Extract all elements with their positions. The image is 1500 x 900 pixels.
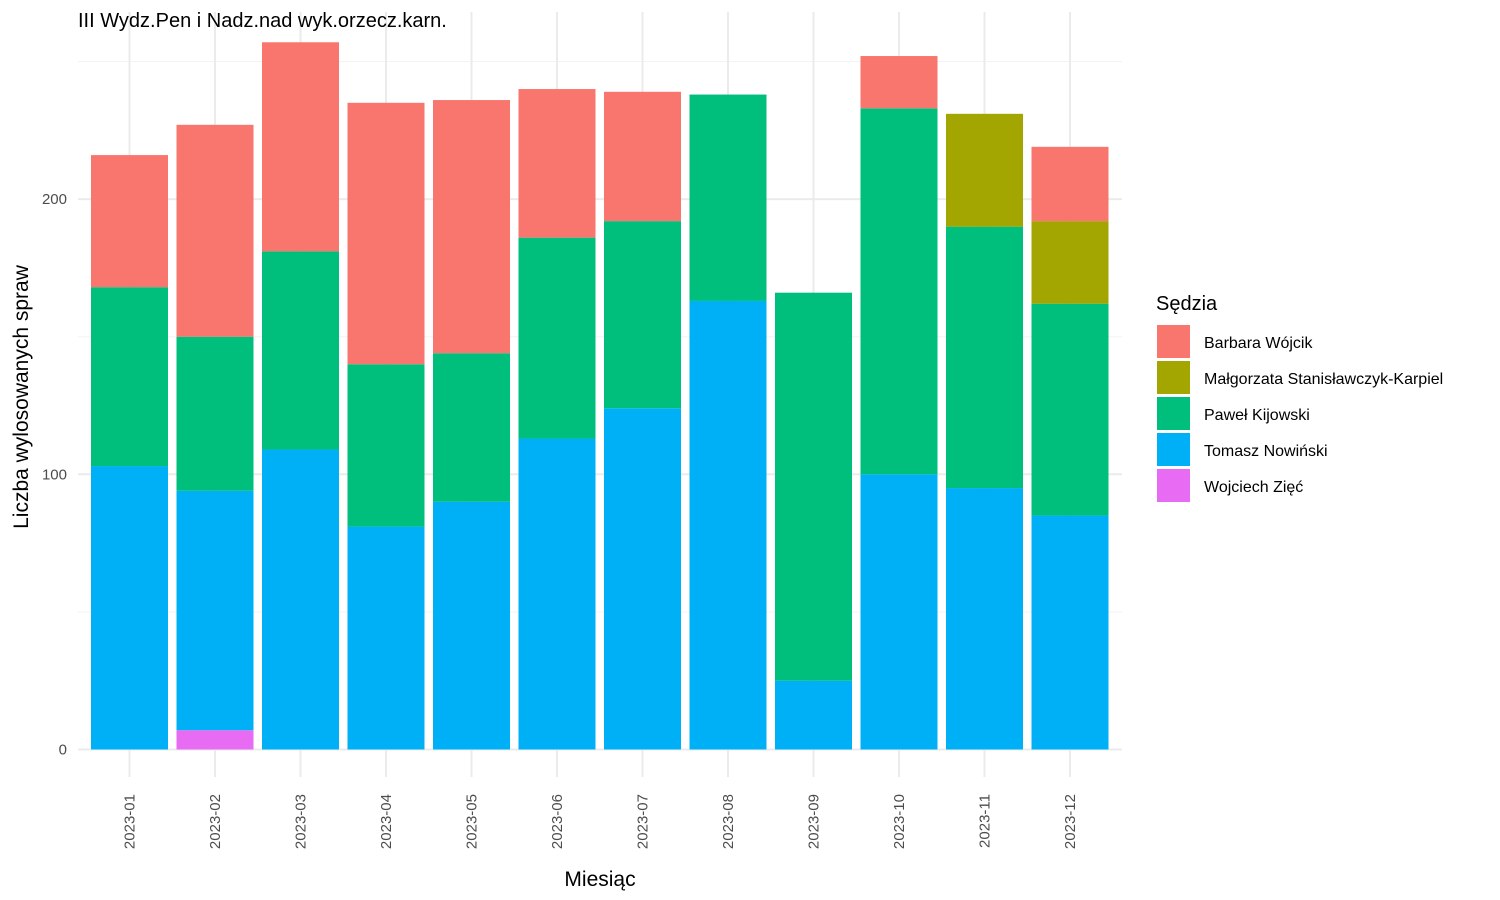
chart-title: III Wydz.Pen i Nadz.nad wyk.orzecz.karn. [78,10,447,32]
legend-swatch [1157,397,1190,430]
x-tick-label: 2023-12 [1062,794,1079,849]
x-tick-label: 2023-02 [207,794,224,849]
x-tick-label: 2023-03 [293,794,310,849]
bar-segment [91,287,168,467]
legend-label: Paweł Kijowski [1204,407,1310,424]
legend-swatch [1157,433,1190,466]
bar-segment [176,124,254,337]
y-axis-ticks: 0 100 200 [42,191,67,758]
x-tick-label: 2023-07 [635,794,652,849]
x-tick-label: 2023-08 [720,794,737,849]
x-tick-label: 2023-04 [378,794,395,849]
legend-title: Sędzia [1156,293,1218,315]
bar-segment [1031,221,1109,304]
legend-label: Wojciech Zięć [1204,479,1303,496]
legend-swatch [1157,361,1190,394]
bar-segment [347,102,425,365]
bar-segment [262,251,339,450]
y-tick-label: 200 [42,191,67,208]
bar-segment [604,408,681,750]
x-tick-label: 2023-10 [891,794,908,849]
x-axis-ticks: 2023-01 2023-02 2023-03 2023-04 2023-05 2023-… [122,794,1080,849]
bar-segment [262,449,339,750]
bar-segment [433,353,510,502]
bar-segment [433,100,510,354]
bar-segment [946,226,1023,489]
bar-segment [860,474,938,750]
bar-segment [1031,146,1109,222]
bar-segment [176,336,254,491]
legend-label: Małgorzata Stanisławczyk-Karpiel [1204,371,1443,388]
bar-segment [176,730,254,750]
legend-label: Tomasz Nowiński [1204,443,1328,460]
bar-segment [689,300,767,750]
bar-segment [860,56,938,109]
bar-segment [604,91,681,222]
bar-segment [1031,515,1109,750]
bar-segment [347,364,425,527]
bar-segment [689,94,767,301]
bar-segment [604,221,681,409]
bar-segment [91,466,168,750]
bar-segment [91,155,168,288]
legend-items: Barbara Wójcik Małgorzata Stanisławczyk-K… [1157,325,1443,502]
legend-swatch [1157,325,1190,358]
bar-segment [775,292,852,681]
bar-segment [518,237,596,439]
bar-segment [433,501,510,750]
bar-segment [1031,303,1109,516]
bar-segment [518,438,596,750]
x-axis-title: Miesiąc [564,868,635,891]
x-tick-label: 2023-05 [464,794,481,849]
bar-segment [347,526,425,750]
bar-segment [176,490,254,731]
x-tick-label: 2023-11 [977,794,994,848]
bar-segment [946,113,1023,227]
legend: Sędzia Barbara Wójcik Małgorzata Stanisła… [1156,293,1443,502]
legend-swatch [1157,469,1190,502]
bar-segment [946,488,1023,750]
bar-segment [775,680,852,750]
bars [91,42,1109,750]
bar-segment [518,89,596,238]
x-tick-label: 2023-09 [806,794,823,849]
bar-segment [262,42,339,252]
y-tick-label: 0 [59,741,67,758]
x-tick-label: 2023-01 [122,794,139,849]
bar-segment [860,108,938,475]
y-tick-label: 100 [42,466,67,483]
y-axis-title: Liczba wylosowanych spraw [10,264,33,529]
legend-label: Barbara Wójcik [1204,335,1313,352]
x-tick-label: 2023-06 [549,794,566,849]
